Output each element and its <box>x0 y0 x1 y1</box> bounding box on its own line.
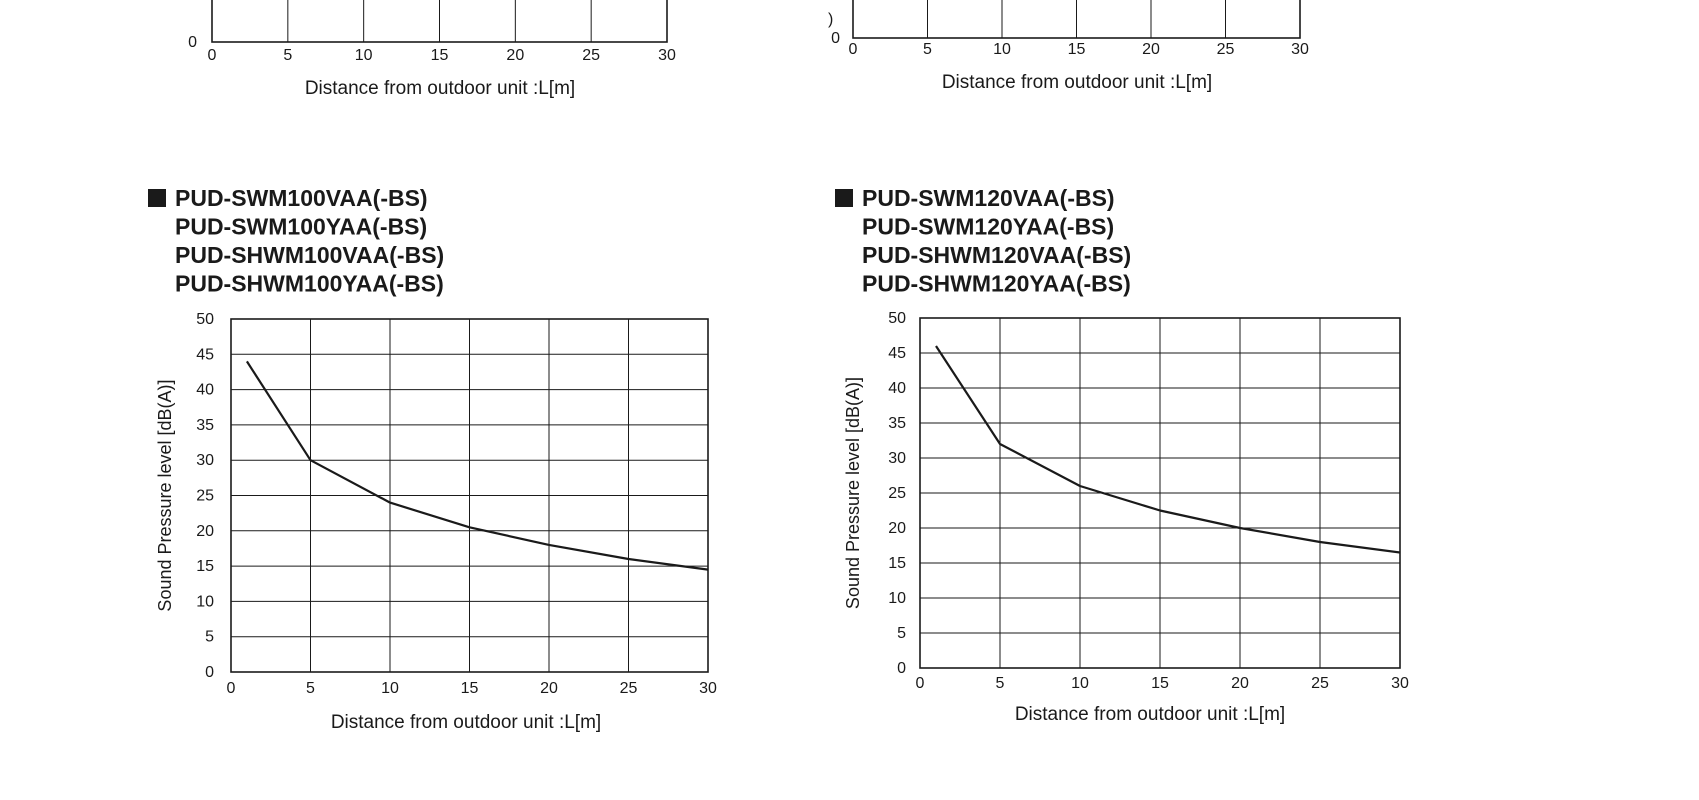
y-tick-label: 20 <box>196 523 214 540</box>
grid <box>230 318 709 673</box>
x-tick-label: 0 <box>916 675 925 692</box>
plot-frame <box>211 0 668 43</box>
x-tick-label: 0 <box>208 47 217 64</box>
x-tick-label: 20 <box>506 47 524 64</box>
x-tick-label: 20 <box>1231 675 1249 692</box>
x-tick-label: 15 <box>461 680 479 697</box>
y-tick-label: 25 <box>888 485 906 502</box>
y-tick-label: 5 <box>897 625 906 642</box>
y-tick-label: 0 <box>188 34 197 51</box>
model-name-1: PUD-SWM120VAA(-BS) <box>862 185 1115 211</box>
x-tick-label: 20 <box>540 680 558 697</box>
x-tick-label: 30 <box>1391 675 1409 692</box>
y-tick-label: 30 <box>888 450 906 467</box>
y-tick-label: 10 <box>196 593 214 610</box>
y-axis-title: Sound Pressure level [dB(A)] <box>155 379 175 611</box>
y-axis-title: Sound Pressure level [dB(A)] <box>843 377 863 609</box>
y-tick-label: 35 <box>196 417 214 434</box>
y-tick-label: 40 <box>888 380 906 397</box>
x-tick-label: 10 <box>381 680 399 697</box>
plot-frame <box>230 318 709 673</box>
model-name-4: PUD-SHWM100YAA(-BS) <box>175 271 444 297</box>
chart-panel-2: 0 5 10 15 20 25 30 0 Distance from outdoor unit … <box>828 0 1309 93</box>
y-tick-label: 20 <box>888 520 906 537</box>
x-axis-title: Distance from outdoor unit :L[m] <box>1015 704 1285 725</box>
y-tick-label: 40 <box>196 382 214 399</box>
y-tick-label: 5 <box>205 629 214 646</box>
x-tick-label: 5 <box>923 41 932 58</box>
y-tick-label: 45 <box>888 345 906 362</box>
x-tick-label: 25 <box>1217 41 1235 58</box>
y-tick-label: 25 <box>196 488 214 505</box>
x-tick-label: 20 <box>1142 41 1160 58</box>
model-name-4: PUD-SHWM120YAA(-BS) <box>862 271 1131 297</box>
x-tick-label: 10 <box>1071 675 1089 692</box>
y-tick-label: 45 <box>196 346 214 363</box>
y-tick-label: 15 <box>196 558 214 575</box>
grid <box>211 0 668 43</box>
plot-frame <box>852 0 1301 39</box>
y-tick-label: 15 <box>888 555 906 572</box>
chart-panel-1: 0 5 10 15 20 25 30 0 Distance from outdoor unit … <box>188 0 676 99</box>
x-tick-label: 10 <box>993 41 1011 58</box>
x-tick-label: 30 <box>658 47 676 64</box>
y-tick-label: 0 <box>205 664 214 681</box>
x-tick-label: 10 <box>355 47 373 64</box>
x-tick-label: 30 <box>1291 41 1309 58</box>
x-tick-label: 5 <box>283 47 292 64</box>
x-tick-label: 25 <box>620 680 638 697</box>
y-tick-label: 0 <box>897 660 906 677</box>
x-axis-title: Distance from outdoor unit :L[m] <box>942 72 1212 93</box>
x-tick-label: 15 <box>1068 41 1086 58</box>
x-tick-label: 5 <box>306 680 315 697</box>
y-tick-label: 10 <box>888 590 906 607</box>
model-name-3: PUD-SHWM100VAA(-BS) <box>175 242 444 268</box>
chart-panel-4: PUD-SWM120VAA(-BS)PUD-SWM120YAA(-BS)PUD-… <box>835 185 1409 725</box>
plot-frame <box>919 317 1401 669</box>
series-line-1 <box>245 360 709 571</box>
y-tick-label: 50 <box>196 311 214 328</box>
chart-panel-3: PUD-SWM100VAA(-BS)PUD-SWM100YAA(-BS)PUD-… <box>148 185 717 733</box>
model-name-2: PUD-SWM100YAA(-BS) <box>175 214 427 240</box>
grid <box>919 317 1401 669</box>
x-tick-label: 25 <box>1311 675 1329 692</box>
x-tick-label: 30 <box>699 680 717 697</box>
heading-square-icon <box>148 189 166 207</box>
series-line-1 <box>935 345 1401 554</box>
x-tick-label: 15 <box>1151 675 1169 692</box>
y-tick-label: 50 <box>888 310 906 327</box>
clipped-axis-title-fragment: ) <box>828 11 833 28</box>
grid <box>852 0 1301 39</box>
x-tick-label: 5 <box>996 675 1005 692</box>
y-tick-label: 35 <box>888 415 906 432</box>
x-axis-title: Distance from outdoor unit :L[m] <box>331 712 601 733</box>
model-name-1: PUD-SWM100VAA(-BS) <box>175 185 428 211</box>
x-tick-label: 0 <box>227 680 236 697</box>
heading-square-icon <box>835 189 853 207</box>
model-name-3: PUD-SHWM120VAA(-BS) <box>862 242 1131 268</box>
x-axis-title: Distance from outdoor unit :L[m] <box>305 78 575 99</box>
model-name-2: PUD-SWM120YAA(-BS) <box>862 214 1114 240</box>
y-tick-label: 0 <box>831 30 840 47</box>
x-tick-label: 15 <box>431 47 449 64</box>
y-tick-label: 30 <box>196 452 214 469</box>
x-tick-label: 25 <box>582 47 600 64</box>
x-tick-label: 0 <box>849 41 858 58</box>
